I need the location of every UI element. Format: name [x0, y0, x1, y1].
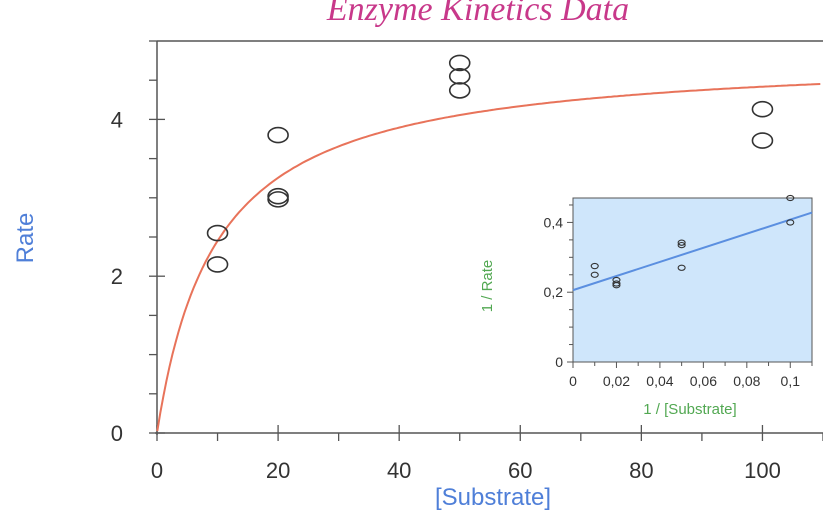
inset-plot-area	[572, 197, 813, 363]
inset-y-tick-label: 0,2	[544, 284, 564, 300]
inset-y-tick-label: 0	[555, 354, 563, 370]
data-point	[206, 224, 229, 242]
x-tick-label: 60	[508, 458, 532, 483]
inset-data-point	[677, 239, 686, 246]
data-point	[448, 54, 471, 72]
inset-data-point	[612, 282, 621, 289]
inset-y-tick-label: 0,4	[544, 214, 564, 230]
inset-data-point	[590, 271, 599, 278]
x-tick-label: 20	[266, 458, 290, 483]
inset-x-axis-label: 1 / [Substrate]	[643, 401, 736, 418]
inset-x-tick-label: 0,06	[690, 373, 717, 389]
data-point	[448, 82, 471, 99]
inset-x-tick-label: 0,02	[603, 373, 630, 389]
y-tick-label: 4	[111, 107, 123, 132]
inset-x-tick-label: 0	[569, 373, 577, 389]
inset-data-point	[677, 241, 686, 249]
data-point	[448, 67, 471, 85]
x-axis-label: [Substrate]	[435, 484, 551, 511]
data-point	[267, 126, 289, 144]
inset-y-axis-label: 1 / Rate	[479, 260, 496, 313]
inset-data-point	[677, 264, 686, 271]
inset-data-point	[590, 262, 599, 270]
inset-data-point	[786, 219, 795, 226]
inset-fit-line	[572, 211, 813, 292]
x-tick-label: 0	[151, 458, 163, 483]
x-tick-label: 80	[629, 458, 653, 483]
y-tick-label: 2	[111, 264, 123, 289]
chart-title: Enzyme Kinetics Data	[326, 0, 629, 28]
inset-x-tick-label: 0,08	[733, 373, 760, 389]
data-point	[267, 191, 289, 208]
x-tick-label: 40	[387, 458, 411, 483]
inset-data-point	[786, 194, 795, 202]
x-tick-label: 100	[744, 458, 781, 483]
data-point	[206, 256, 229, 273]
data-point	[751, 132, 774, 149]
inset-x-tick-label: 0,04	[646, 373, 673, 389]
data-point	[751, 100, 774, 118]
inset-x-tick-label: 0,1	[781, 373, 801, 389]
y-axis-label: Rate	[12, 213, 39, 264]
fit-curve	[156, 83, 821, 432]
data-point	[267, 187, 289, 205]
y-tick-label: 0	[111, 421, 123, 446]
